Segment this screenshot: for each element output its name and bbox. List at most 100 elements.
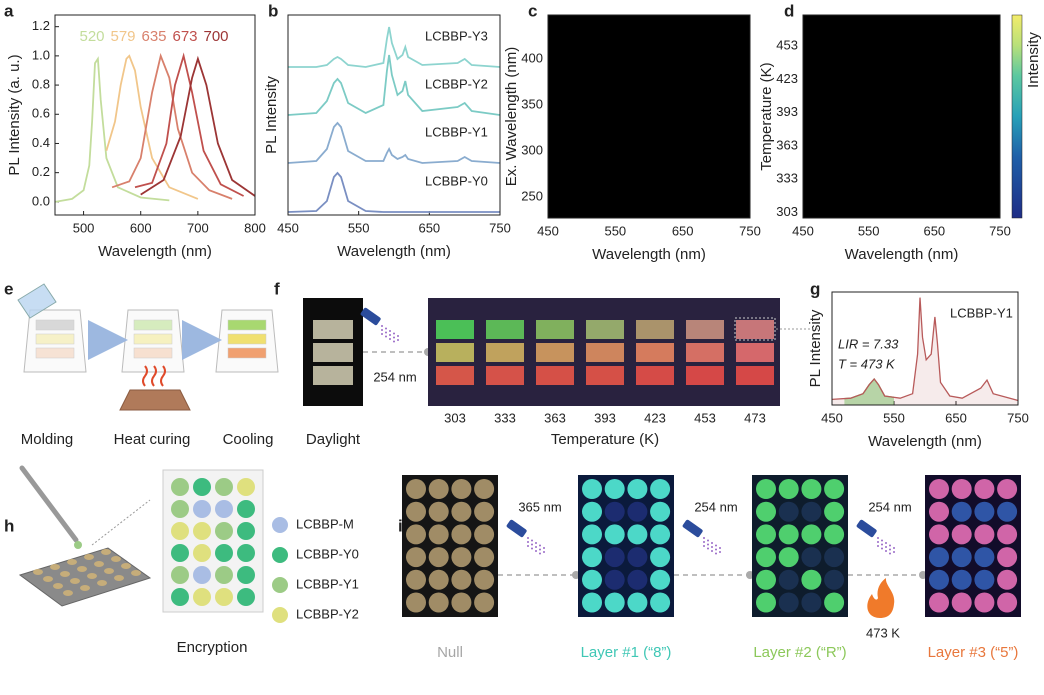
heatmap-cell	[963, 95, 975, 130]
heatmap-cell	[591, 105, 603, 134]
light-dot	[393, 340, 395, 343]
panel-label: c	[528, 1, 537, 20]
light-dot	[385, 327, 387, 330]
heatmap-cell	[655, 132, 670, 161]
heatmap-cell	[591, 160, 603, 189]
heatmap-cell	[601, 132, 616, 161]
photo-dot	[824, 547, 845, 568]
series-line	[288, 171, 500, 213]
strip	[227, 333, 267, 345]
heatmap-cell	[548, 105, 562, 134]
photo-dot	[756, 524, 776, 545]
heatmap-cell	[947, 37, 958, 64]
light-dot	[543, 551, 545, 553]
photo-dot	[801, 479, 822, 499]
heatmap-cell	[682, 77, 697, 106]
heatmap-cell	[574, 132, 586, 161]
series-line	[288, 26, 500, 68]
photo-dot	[406, 569, 426, 590]
light-dot	[389, 338, 391, 340]
temperature-label: 393	[594, 410, 616, 425]
heatmap-cell	[898, 162, 909, 197]
series-label: LCBBP-Y1	[425, 124, 488, 139]
photo-dot	[974, 569, 995, 590]
light-dot	[703, 541, 705, 543]
light-dot	[877, 537, 879, 539]
heatmap-cell	[845, 195, 857, 218]
photo-dot	[604, 501, 625, 522]
photo-dot	[974, 592, 995, 613]
pattern-dot	[215, 500, 233, 518]
uv-sample	[636, 366, 674, 385]
uv-sample	[586, 343, 624, 362]
plot-frame	[54, 14, 256, 216]
legend-label: LCBBP-Y0	[296, 546, 359, 561]
photo-dot	[451, 501, 472, 522]
x-tick-label: 700	[187, 220, 209, 235]
well	[97, 580, 107, 586]
heatmap-cell	[829, 37, 840, 64]
excitation-label: 254 nm	[868, 499, 911, 514]
heatmap-cell	[548, 77, 562, 106]
heatmap-cell	[736, 160, 750, 189]
photo-dot	[756, 592, 776, 613]
legend-label: LCBBP-M	[296, 516, 354, 531]
heatmap-cell	[655, 187, 670, 218]
x-tick-label: 550	[348, 220, 370, 235]
light-dot	[885, 542, 887, 544]
sample	[313, 366, 353, 385]
plot-area	[832, 297, 1018, 405]
step-label: Heat curing	[114, 431, 191, 448]
photo-dot	[582, 569, 602, 590]
heatmap-cell	[829, 15, 840, 39]
heatmap-cell	[908, 162, 922, 197]
uv-sample	[636, 320, 674, 339]
heatmap-cell	[891, 62, 899, 97]
heatmap-cell	[986, 195, 1000, 218]
photo-dot	[582, 524, 602, 545]
lamp-body	[506, 519, 527, 538]
strip	[35, 319, 75, 331]
heatmap-cell	[921, 195, 935, 218]
heatmap-cell	[973, 129, 988, 164]
heatmap-cell	[615, 132, 630, 161]
heatmap-cell	[855, 195, 870, 218]
x-axis-label: Wavelength (nm)	[845, 246, 959, 263]
heatmap-cell	[585, 105, 593, 134]
x-axis-label: Wavelength (nm)	[592, 246, 706, 263]
heatmap-cell	[601, 15, 616, 51]
photo-dot	[428, 479, 449, 499]
heatmap-cell	[712, 187, 724, 218]
heatmap-cell	[908, 37, 922, 64]
flame	[867, 578, 895, 618]
heatmap-cell	[973, 162, 988, 197]
heatmap-cell	[829, 195, 840, 218]
x-tick-label: 650	[945, 410, 967, 425]
heatmap-cell	[615, 187, 630, 218]
heatmap-cell	[898, 15, 909, 39]
uv-sample	[436, 366, 474, 385]
heatmap-cell	[615, 160, 630, 189]
heatmap-cell	[921, 15, 935, 39]
heatmap-cell	[855, 162, 870, 197]
heatmap-cell	[712, 77, 724, 106]
pattern-dot	[237, 522, 255, 540]
y-tick-label: 363	[776, 137, 798, 152]
heatmap-cell	[706, 49, 714, 78]
light-dot	[397, 339, 399, 341]
heatmap-cell	[655, 160, 670, 189]
y-tick-label: 400	[521, 51, 543, 66]
heatmap-cell	[585, 49, 593, 78]
photo-dot	[604, 479, 625, 499]
heatmap-cell	[682, 105, 697, 134]
photo-dot	[604, 592, 625, 613]
heatmap-cell	[963, 129, 975, 164]
photo-dot	[824, 479, 845, 499]
photo-dot	[428, 592, 449, 613]
heatmap-cell	[585, 77, 593, 106]
heatmap-cell	[736, 15, 750, 51]
light-dot	[539, 544, 541, 547]
lamp-body	[682, 519, 703, 538]
well	[104, 568, 114, 574]
photo-dot	[997, 501, 1018, 522]
